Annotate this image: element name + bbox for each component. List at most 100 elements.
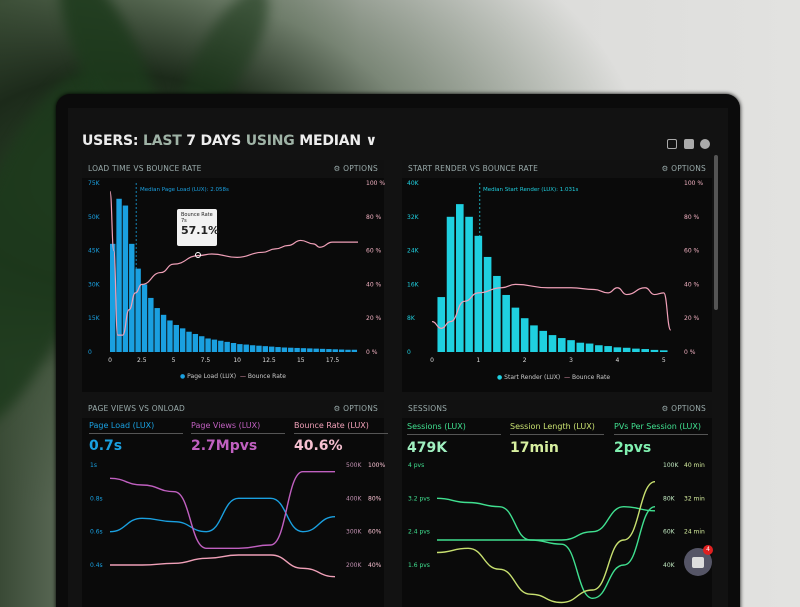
bar	[110, 243, 116, 352]
y-tick-label: 32K	[407, 214, 420, 221]
bar	[539, 330, 548, 352]
bar	[249, 345, 256, 352]
kpi-value: 40.6%	[294, 438, 343, 454]
y2-tick-label: 0 %	[366, 349, 378, 356]
legend-item[interactable]: Bounce Rate	[571, 374, 611, 381]
chat-icon	[692, 556, 704, 568]
y-tick-label: 0.6s	[90, 529, 103, 536]
panel-title: LOAD TIME VS BOUNCE RATE	[88, 164, 202, 173]
bar	[122, 205, 129, 352]
bar	[192, 333, 199, 352]
kpi-value: 2pvs	[614, 440, 652, 456]
y2-tick-label: 60 %	[366, 248, 382, 255]
bar	[502, 294, 510, 352]
bar	[511, 307, 520, 352]
y-tick-label: 50K	[88, 214, 101, 221]
legend: ● Start Render (LUX) — Bounce Rate	[497, 374, 610, 381]
y-tick-label: 24K	[407, 248, 420, 255]
x-tick-label: 7.5	[201, 357, 211, 364]
bar	[199, 336, 205, 352]
legend-dot-icon: ●	[497, 374, 503, 381]
bar	[294, 347, 300, 352]
bar	[650, 349, 659, 352]
bar	[281, 347, 288, 352]
bar	[160, 314, 167, 352]
chat-button[interactable]: 4	[684, 545, 713, 576]
bar	[256, 345, 262, 352]
legend-item[interactable]: Start Render (LUX)	[504, 374, 561, 381]
options-button[interactable]: ⚙ OPTIONS	[333, 404, 378, 413]
y-tick-label: 16K	[407, 281, 420, 288]
x-tick-label: 17.5	[326, 357, 340, 364]
y3-tick-label: 40 min	[684, 462, 705, 469]
series-line	[436, 497, 656, 541]
y-tick-label: 0	[407, 349, 411, 356]
scrollbar[interactable]	[714, 155, 718, 310]
hover-point	[195, 252, 201, 258]
notification-badge: 4	[703, 545, 713, 555]
y-tick-label: 75K	[88, 180, 101, 187]
bar	[332, 349, 338, 352]
y2-tick-label: 100K	[663, 462, 679, 469]
y-tick-label: 4 pvs	[408, 462, 424, 469]
bar	[465, 216, 473, 352]
options-button[interactable]: ⚙ OPTIONS	[333, 164, 378, 173]
y2-tick-label: 20 %	[366, 315, 382, 322]
bar	[205, 338, 211, 352]
y2-tick-label: 500K	[346, 462, 362, 469]
monitor-icon[interactable]	[667, 139, 677, 149]
x-tick-label: 4	[615, 357, 619, 364]
series-line	[437, 505, 656, 600]
bar	[613, 347, 622, 352]
help-icon[interactable]	[700, 139, 710, 149]
title-users: USERS:	[82, 133, 139, 149]
x-tick-label: 0	[108, 357, 112, 364]
title-range: 7 DAYS	[186, 133, 242, 149]
bar	[116, 198, 122, 352]
bar	[135, 268, 141, 352]
share-icon[interactable]	[684, 139, 694, 149]
bar	[345, 349, 351, 352]
series-line	[109, 497, 336, 533]
y2-tick-label: 100 %	[684, 180, 703, 187]
y-tick-label: 1.6 pvs	[408, 562, 430, 569]
options-button[interactable]: ⚙ OPTIONS	[661, 404, 706, 413]
y3-tick-label: 40%	[368, 562, 382, 569]
tooltip: Bounce Rate 7s 57.1%	[177, 209, 220, 246]
bar	[585, 343, 594, 352]
y-tick-label: 0	[88, 349, 92, 356]
chevron-down-icon[interactable]: ∨	[365, 133, 377, 149]
tooltip-sub: 7s	[181, 218, 187, 224]
page-title[interactable]: USERS: LAST 7 DAYS USING MEDIAN ∨	[82, 133, 377, 149]
y-tick-label: 2.4 pvs	[408, 529, 430, 536]
legend-item[interactable]: Bounce Rate	[247, 373, 286, 380]
kpi-value: 17min	[510, 440, 559, 456]
y-tick-label: 15K	[88, 315, 101, 322]
legend-line-icon: —	[239, 373, 246, 380]
bar	[230, 342, 237, 352]
y2-tick-label: 40 %	[684, 281, 700, 288]
bar	[326, 349, 332, 352]
bar	[446, 216, 455, 352]
panel-title: SESSIONS	[408, 404, 448, 413]
y-tick-label: 45K	[88, 248, 101, 255]
legend-dot-icon: ●	[180, 373, 186, 380]
bar	[218, 340, 224, 352]
options-button[interactable]: ⚙ OPTIONS	[661, 164, 706, 173]
kpi-value: 0.7s	[89, 438, 123, 454]
y2-tick-label: 40K	[663, 562, 676, 569]
bar	[307, 348, 313, 352]
y2-tick-label: 80 %	[366, 214, 382, 221]
tooltip-label: Bounce Rate	[181, 212, 213, 218]
tooltip-value: 57.1%	[181, 224, 220, 237]
bar	[548, 335, 557, 352]
bar	[224, 341, 230, 352]
legend-item[interactable]: Page Load (LUX)	[187, 373, 237, 380]
y3-tick-label: 100%	[368, 462, 385, 469]
median-label: Median Page Load (LUX): 2.058s	[140, 187, 229, 193]
kpi-label: Bounce Rate (LUX)	[294, 421, 388, 434]
panel-title: START RENDER VS BOUNCE RATE	[408, 164, 539, 173]
y2-tick-label: 100 %	[366, 180, 385, 187]
